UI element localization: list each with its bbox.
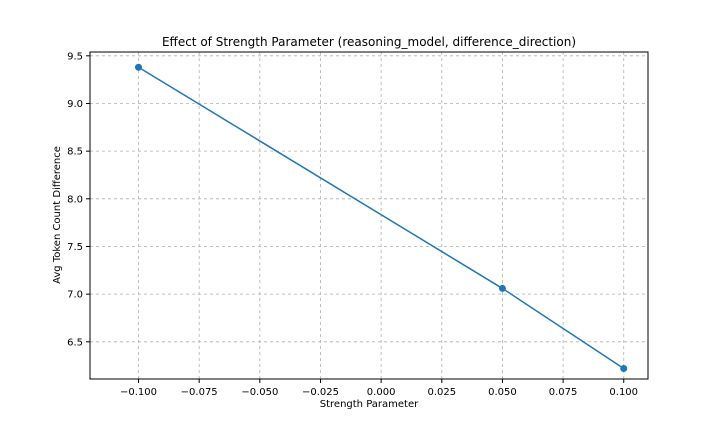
y-tick-label: 9.5: [67, 51, 83, 62]
y-tick-label: 9.0: [67, 99, 83, 110]
y-axis: 6.5 7.0 7.5 8.0 8.5 9.0 9.5: [67, 51, 90, 348]
plot-frame: [89, 51, 649, 380]
y-tick-label: 6.5: [67, 337, 83, 348]
chart-title: Effect of Strength Parameter (reasoning_…: [162, 35, 576, 49]
series: [135, 63, 628, 373]
x-axis: −0.100 −0.075 −0.050 −0.025 0.000 0.025 0.050 0…: [120, 379, 638, 398]
y-tick-label: 7.5: [67, 242, 83, 253]
x-tick-label: 0.025: [427, 387, 456, 398]
y-tick-label: 8.0: [67, 194, 83, 205]
y-tick-label: 7.0: [67, 290, 83, 301]
data-point: [135, 63, 143, 71]
y-axis-label: Avg Token Count Difference: [52, 146, 63, 284]
data-point: [620, 365, 628, 373]
x-tick-label: −0.025: [302, 387, 339, 398]
x-axis-label: Strength Parameter: [320, 399, 419, 410]
x-tick-label: 0.000: [367, 387, 396, 398]
x-tick-label: 0.075: [549, 387, 578, 398]
x-tick-label: −0.050: [241, 387, 278, 398]
x-tick-label: −0.100: [120, 387, 157, 398]
data-point: [498, 284, 506, 292]
x-tick-label: 0.100: [609, 387, 638, 398]
y-tick-label: 8.5: [67, 147, 83, 158]
x-tick-label: 0.050: [488, 387, 517, 398]
grid: [90, 52, 648, 379]
x-tick-label: −0.075: [181, 387, 218, 398]
